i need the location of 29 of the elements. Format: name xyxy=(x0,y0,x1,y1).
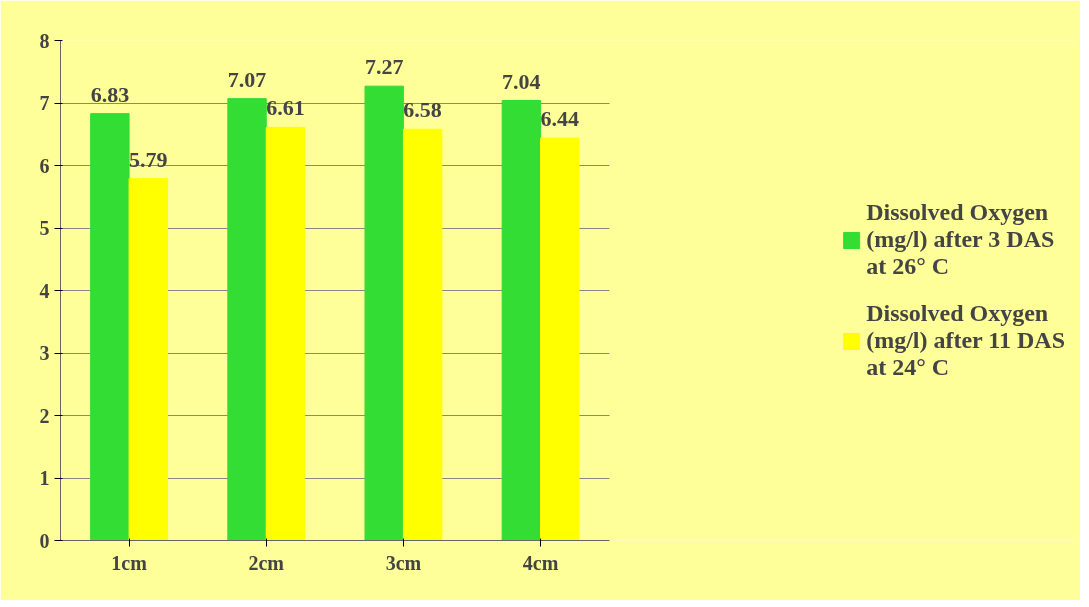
y-tick-label: 4 xyxy=(39,279,50,302)
y-tick-label: 5 xyxy=(39,217,50,239)
y-tick-label: 7 xyxy=(39,92,50,114)
legend-label: Dissolved Oxygen (mg/l) after 11 DAS at 24° C xyxy=(866,300,1065,381)
x-tick-label: 2cm xyxy=(248,551,285,574)
x-tick-label: 3cm xyxy=(385,551,422,574)
y-tick-label: 6 xyxy=(39,154,50,177)
bar xyxy=(402,128,443,541)
data-label: 6.44 xyxy=(540,106,580,131)
bar xyxy=(90,113,130,541)
y-tick-label: 0 xyxy=(39,529,50,552)
legend-label: Dissolved Oxygen (mg/l) after 3 DAS at 26° C xyxy=(866,199,1055,280)
x-tick-label: 1cm xyxy=(111,551,148,574)
bar xyxy=(501,100,542,541)
bar xyxy=(265,126,306,541)
data-label: 7.04 xyxy=(502,68,541,94)
x-tick-label: 4cm xyxy=(522,551,559,574)
bar xyxy=(128,178,168,541)
data-label: 7.27 xyxy=(364,54,404,80)
bar xyxy=(540,137,580,541)
bar xyxy=(227,98,267,541)
y-tick-label: 3 xyxy=(39,342,50,364)
y-tick-label: 2 xyxy=(39,404,50,427)
y-tick-label: 1 xyxy=(39,467,50,489)
data-label: 6.58 xyxy=(403,97,442,123)
data-label: 6.83 xyxy=(90,81,130,107)
data-label: 7.07 xyxy=(227,66,267,92)
bar xyxy=(364,85,404,541)
y-tick-label: 8 xyxy=(39,29,50,52)
